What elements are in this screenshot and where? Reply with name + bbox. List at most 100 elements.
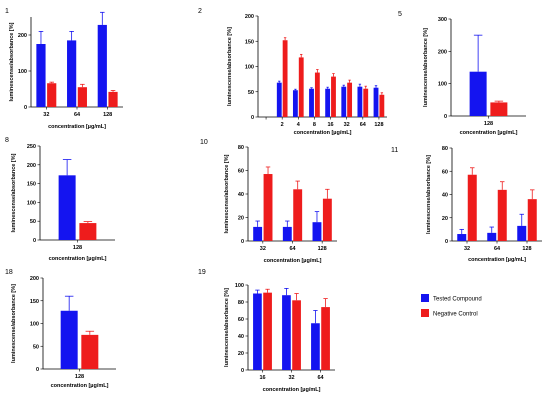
x-axis-title: concentration [µg/mL] (51, 383, 109, 389)
x-tick-label: 128 (73, 245, 82, 251)
panel-number: 1 (5, 8, 9, 15)
negative-control-bar (347, 82, 353, 117)
y-tick-label: 0 (24, 105, 27, 111)
y-tick-label: 0 (33, 238, 36, 244)
chart-panel-10: 10 0 20 40 60 80 32 64 128 concentration [µg/mL] l… (200, 139, 337, 264)
panel-number: 8 (5, 137, 9, 144)
legend-swatch-control (421, 309, 429, 317)
y-tick-label: 0 (241, 368, 244, 374)
tested-compound-bar (282, 295, 291, 370)
tested-compound-bar (60, 310, 78, 369)
y-tick-label: 60 (238, 169, 244, 175)
x-tick-label: 64 (289, 246, 296, 252)
x-tick-label: 64 (317, 375, 324, 381)
negative-control-bar (282, 40, 288, 117)
y-tick-label: 40 (238, 192, 244, 198)
x-axis-title: concentration [µg/mL] (468, 257, 526, 263)
y-tick-label: 100 (235, 283, 244, 289)
chart-panel-1: 1 0 100 200 32 64 128 concentration [µg/mL] lumi… (5, 8, 123, 130)
negative-control-bar (490, 102, 508, 116)
y-tick-label: 40 (442, 193, 448, 199)
tested-compound-bar (469, 71, 487, 116)
negative-control-bar (293, 189, 303, 241)
x-tick-label: 128 (318, 246, 327, 252)
y-tick-label: 20 (442, 216, 448, 222)
chart-panel-8: 8 0 50 100 150 200 250 128 concentration [µg/mL]… (5, 137, 115, 262)
tested-compound-bar (36, 44, 46, 107)
x-tick-label: 128 (522, 246, 531, 252)
tested-compound-bar (487, 232, 497, 241)
y-tick-label: 80 (238, 145, 244, 151)
y-axis-title: luminescense/absorbance [%] (224, 288, 230, 367)
y-tick-label: 80 (442, 146, 448, 152)
y-tick-label: 100 (245, 65, 254, 71)
y-tick-label: 0 (445, 239, 448, 245)
x-axis-title: concentration [µg/mL] (263, 387, 321, 393)
x-tick-label: 32 (344, 122, 350, 128)
x-tick-label: 16 (259, 375, 265, 381)
negative-control-bar (292, 300, 301, 370)
legend-label-control: Negative Control (433, 312, 478, 318)
tested-compound-bar (292, 90, 298, 117)
tested-compound-bar (58, 175, 76, 240)
negative-control-bar (263, 174, 273, 241)
negative-control-bar (363, 88, 369, 117)
x-axis-title: concentration [µg/mL] (460, 130, 518, 136)
negative-control-bar (263, 292, 272, 370)
x-tick-label: 8 (313, 122, 316, 128)
negative-control-bar (108, 91, 118, 107)
x-tick-label: 32 (43, 112, 49, 118)
negative-control-bar (331, 76, 336, 117)
x-axis-title: concentration [µg/mL] (49, 256, 107, 262)
y-tick-label: 250 (27, 144, 36, 150)
x-axis-title: concentration [µg/mL] (294, 130, 352, 136)
negative-control-bar (47, 83, 57, 107)
y-tick-label: 0 (241, 239, 244, 245)
x-tick-label: 128 (374, 122, 383, 128)
tested-compound-bar (276, 82, 282, 117)
y-tick-label: 200 (245, 14, 254, 20)
y-tick-label: 100 (27, 200, 36, 206)
tested-compound-bar (357, 86, 363, 117)
tested-compound-bar (312, 222, 322, 241)
y-tick-label: 0 (36, 367, 39, 373)
x-tick-label: 128 (484, 121, 493, 127)
tested-compound-bar (341, 86, 347, 117)
y-tick-label: 0 (251, 115, 254, 121)
legend-swatch-tested (421, 294, 429, 302)
x-tick-label: 32 (260, 246, 266, 252)
negative-control-bar (527, 199, 537, 241)
y-tick-label: 0 (444, 114, 447, 120)
panel-number: 19 (198, 269, 206, 276)
y-tick-label: 50 (33, 344, 39, 350)
negative-control-bar (467, 174, 477, 241)
negative-control-bar (298, 57, 304, 117)
y-tick-label: 200 (27, 163, 36, 169)
y-tick-label: 100 (438, 82, 447, 88)
tested-compound-bar (253, 293, 262, 370)
y-tick-label: 150 (27, 182, 36, 188)
tested-compound-bar (311, 323, 320, 370)
y-tick-label: 150 (30, 299, 39, 305)
tested-compound-bar (457, 234, 467, 241)
y-tick-label: 40 (238, 334, 244, 340)
tested-compound-bar (253, 226, 263, 241)
x-tick-label: 64 (360, 122, 367, 128)
y-axis-title: luminescense/absorbance [%] (11, 284, 17, 363)
y-axis-title: luminescense/absorbance [%] (423, 28, 429, 107)
x-axis-title: concentration [µg/mL] (48, 124, 106, 130)
y-tick-label: 20 (238, 216, 244, 222)
panel-number: 10 (200, 139, 208, 146)
y-axis-title: luminescense/absorbance [%] (9, 22, 15, 101)
negative-control-bar (79, 223, 97, 240)
x-tick-label: 128 (103, 112, 112, 118)
chart-panel-11: 11 0 20 40 60 80 32 64 128 concentration [µg/mL] l… (391, 146, 542, 263)
negative-control-bar (81, 334, 99, 369)
legend-label-tested: Tested Compound (433, 297, 482, 303)
x-tick-label: 4 (297, 122, 301, 128)
chart-panel-5: 5 0 100 200 300 128 concentration [µg/mL] lumin… (398, 11, 526, 136)
panel-number: 11 (391, 147, 398, 154)
x-tick-label: 16 (328, 122, 334, 128)
y-tick-label: 200 (438, 49, 447, 55)
